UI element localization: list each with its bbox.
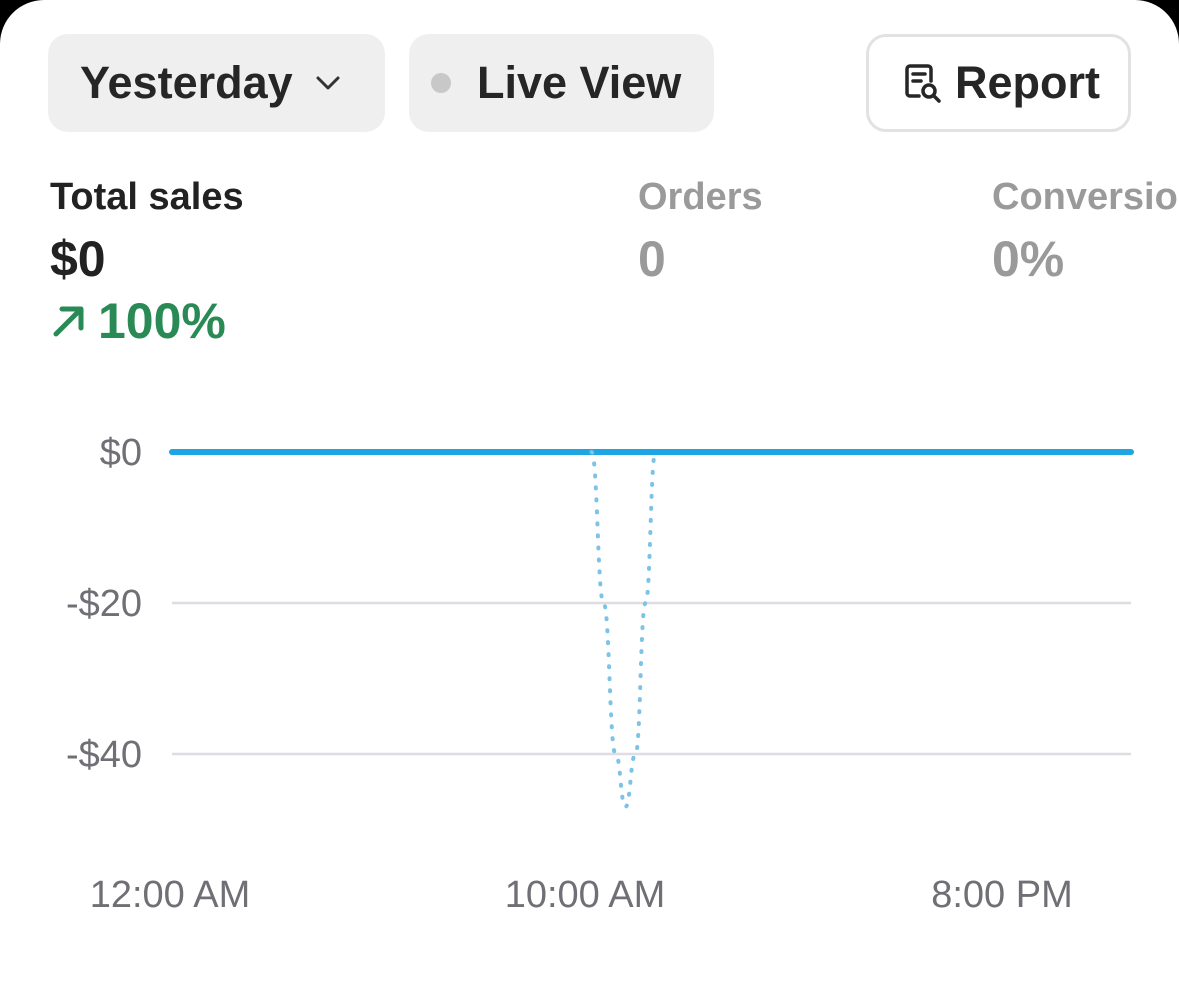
metric-change-value: 100%	[98, 293, 226, 349]
metric-value: 0	[638, 231, 666, 287]
arrow-up-right-icon	[53, 306, 84, 337]
metric-label: Orders	[638, 176, 763, 218]
metric-label: Conversio	[992, 176, 1178, 218]
metric-conversion[interactable]: Conversio 0%	[992, 174, 1178, 292]
y-tick-label: -$20	[66, 583, 142, 625]
metric-value: $0	[50, 231, 106, 287]
series-line-previous	[589, 450, 658, 809]
metric-total-sales[interactable]: Total sales $0 100%	[50, 174, 244, 350]
metric-orders[interactable]: Orders 0	[638, 174, 763, 292]
metric-change: 100%	[50, 292, 244, 350]
x-tick-label: 12:00 AM	[90, 874, 251, 916]
y-tick-label: $0	[100, 432, 142, 474]
chevron-down-icon	[316, 76, 340, 90]
date-range-label: Yesterday	[80, 57, 293, 108]
live-status-dot-icon	[431, 73, 451, 93]
date-range-dropdown[interactable]: Yesterday	[48, 34, 385, 132]
report-label: Report	[955, 57, 1100, 108]
report-search-icon	[905, 64, 941, 103]
metric-value: 0%	[992, 231, 1065, 287]
sales-line-chart: $0 -$20 -$40 12:00 AM 10:00 AM 8:00 PM	[66, 432, 1134, 916]
metric-label: Total sales	[50, 176, 244, 218]
live-view-label: Live View	[477, 57, 682, 108]
live-view-button[interactable]: Live View	[409, 34, 714, 132]
x-tick-label: 8:00 PM	[931, 874, 1073, 916]
y-tick-label: -$40	[66, 734, 142, 776]
x-tick-label: 10:00 AM	[505, 874, 666, 916]
report-button[interactable]: Report	[866, 34, 1131, 132]
